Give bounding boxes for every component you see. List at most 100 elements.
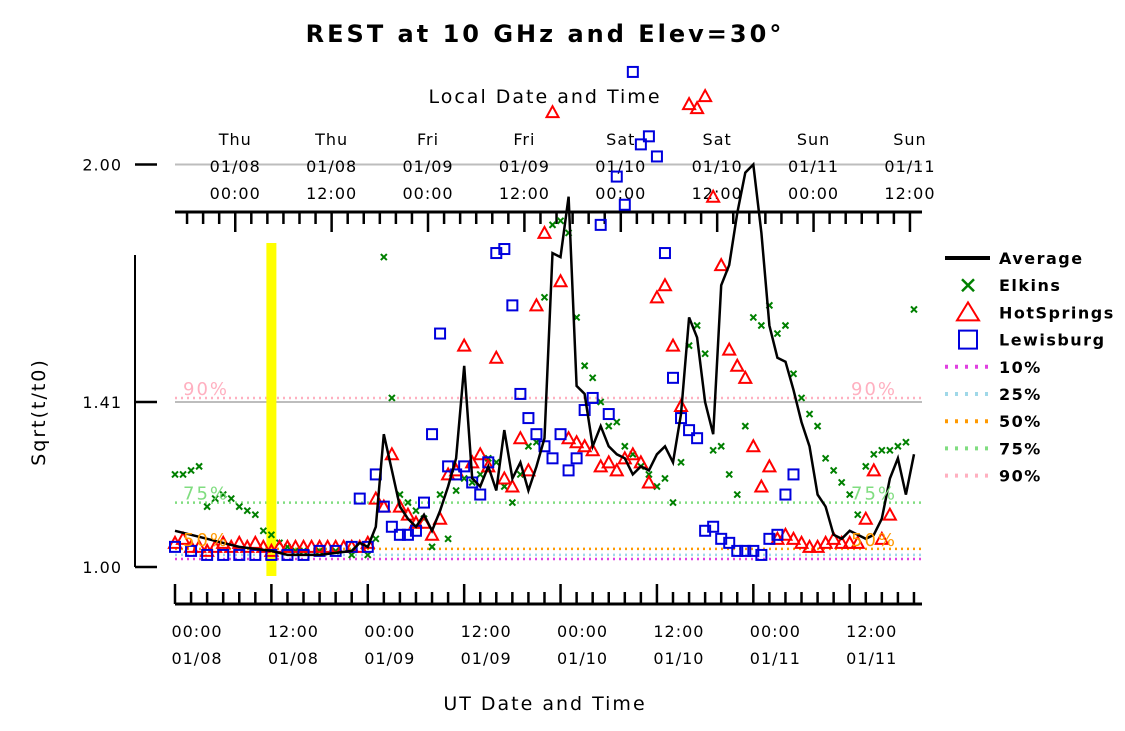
elkins-point xyxy=(267,531,276,539)
elkins-point xyxy=(781,321,790,330)
hotsprings-point xyxy=(456,337,472,352)
elkins-point xyxy=(797,394,806,402)
elkins-point xyxy=(195,462,203,471)
legend-item-75pct: 75% xyxy=(945,439,1040,458)
y-axis-title: Sqrt(t/t0) xyxy=(28,358,50,466)
hotsprings-point xyxy=(785,530,802,545)
elkins-point xyxy=(773,329,782,338)
top-tick-label: 01/08 xyxy=(306,157,357,176)
elkins-point xyxy=(846,490,854,499)
hotsprings-point xyxy=(601,454,617,469)
elkins-point xyxy=(476,470,484,479)
elkins-point xyxy=(733,490,741,499)
lewisburg-point xyxy=(650,150,663,163)
legend-label: 50% xyxy=(999,412,1042,431)
legend-item-50pct: 50% xyxy=(945,412,1042,431)
x-tick-label: 00:00 xyxy=(750,622,801,641)
top-tick-label: Sun xyxy=(893,130,926,149)
hotsprings-point xyxy=(536,224,553,239)
hotsprings-point xyxy=(504,478,521,493)
lewisburg-point xyxy=(755,548,768,561)
lewisburg-point xyxy=(353,492,366,505)
hotsprings-point xyxy=(496,470,513,485)
elkins-point xyxy=(227,494,235,503)
x-tick-label: 12:00 xyxy=(846,622,897,641)
elkins-point xyxy=(219,490,227,499)
elkins-point xyxy=(910,305,918,314)
elkins-point xyxy=(805,410,814,418)
elkins-point xyxy=(171,470,179,479)
hotsprings-point xyxy=(520,462,537,477)
elkins-point xyxy=(749,313,758,322)
top-tick-label: 01/11 xyxy=(788,157,839,176)
lewisburg-point xyxy=(377,500,390,513)
x-tick-label: 01/08 xyxy=(268,649,319,668)
elkins-point xyxy=(524,442,533,450)
elkins-point xyxy=(404,498,412,507)
hotsprings-point xyxy=(279,538,296,553)
lewisburg-point xyxy=(771,528,784,541)
top-tick-label: Fri xyxy=(513,130,535,149)
legend-label: 25% xyxy=(999,385,1042,404)
hotsprings-point xyxy=(424,526,440,541)
lewisburg-point xyxy=(185,544,198,557)
hotsprings-point xyxy=(392,498,408,513)
elkins-point xyxy=(380,253,388,261)
hotsprings-point xyxy=(649,289,665,304)
elkins-point xyxy=(508,498,517,507)
lewisburg-point xyxy=(642,130,655,143)
lewisburg-point xyxy=(667,371,679,384)
x-tick-label: 00:00 xyxy=(364,622,415,641)
lewisburg-point xyxy=(514,387,527,400)
elkins-point xyxy=(235,502,243,511)
legend-label: Elkins xyxy=(999,276,1061,295)
hotsprings-point xyxy=(665,337,681,352)
top-tick-label: 00:00 xyxy=(595,184,646,203)
elkins-point xyxy=(661,474,669,483)
elkins-point xyxy=(460,474,468,483)
elkins-point xyxy=(837,478,846,487)
hotsprings-point xyxy=(641,474,657,489)
lewisburg-point xyxy=(169,540,181,553)
lewisburg-point xyxy=(658,247,671,260)
top-tick-label: Thu xyxy=(314,130,348,149)
average-line xyxy=(174,161,916,557)
top-tick-label: 01/09 xyxy=(499,157,550,176)
elkins-point xyxy=(862,462,870,471)
lewisburg-point xyxy=(418,496,430,509)
hotsprings-point xyxy=(825,530,842,545)
lewisburg-point xyxy=(434,327,447,340)
hotsprings-point xyxy=(480,458,496,473)
elkins-point xyxy=(677,458,685,467)
lewisburg-point xyxy=(562,464,575,477)
elkins-point xyxy=(412,506,420,515)
hotsprings-point xyxy=(850,534,866,549)
elkins-point xyxy=(588,374,597,382)
top-tick-label: Sat xyxy=(606,130,635,149)
elkins-point xyxy=(902,438,910,446)
legend-item-90pct: 90% xyxy=(945,467,1040,486)
elkins-point xyxy=(251,510,260,519)
hotsprings-point xyxy=(753,478,770,493)
elkins-point xyxy=(211,494,219,503)
percentile-label: 50% xyxy=(851,530,897,551)
hotsprings-point xyxy=(255,538,272,553)
lewisburg-point xyxy=(626,65,639,78)
top-tick-label: 01/09 xyxy=(402,157,453,176)
lewisburg-point xyxy=(498,243,511,256)
lewisburg-point xyxy=(594,218,607,231)
elkins-point xyxy=(813,422,822,430)
legend-item-average: Average xyxy=(945,249,1082,268)
lewisburg-point xyxy=(731,544,744,557)
hotsprings-point xyxy=(681,96,697,111)
lewisburg-point xyxy=(602,408,615,421)
elkins-point xyxy=(259,527,268,535)
x-tick-label: 00:00 xyxy=(557,622,608,641)
elkins-point xyxy=(870,450,878,459)
percentile-label: 50% xyxy=(183,530,229,551)
hotsprings-point xyxy=(287,538,304,553)
top-tick-label: 12:00 xyxy=(499,184,550,203)
hotsprings-point xyxy=(584,442,601,457)
elkins-point xyxy=(428,543,436,551)
